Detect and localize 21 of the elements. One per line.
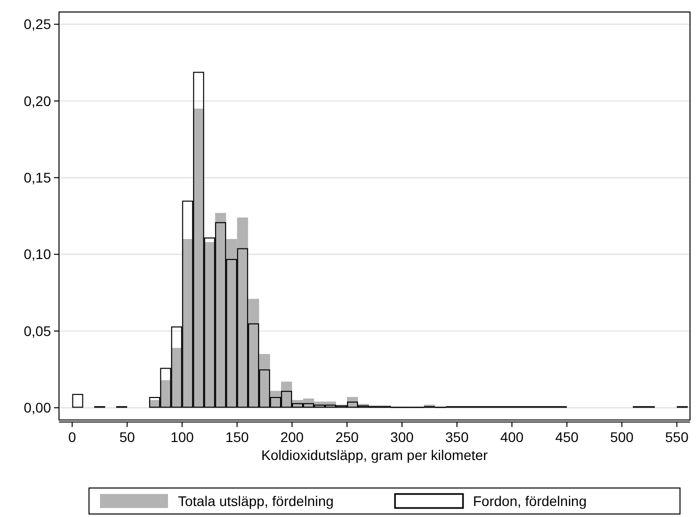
x-tick-label: 400 (500, 429, 524, 445)
x-tick-label: 350 (445, 429, 469, 445)
y-tick-label: 0,15 (24, 170, 52, 186)
x-tick-label: 450 (555, 429, 579, 445)
y-tick-label: 0,25 (24, 16, 52, 32)
x-tick-label: 0 (68, 429, 76, 445)
y-tick-label: 0,00 (24, 400, 52, 416)
x-axis-title: Koldioxidutsläpp, gram per kilometer (261, 447, 488, 463)
x-tick-label: 50 (119, 429, 136, 445)
x-tick-label: 550 (665, 429, 689, 445)
legend-label: Totala utsläpp, fördelning (178, 492, 334, 509)
y-tick-label: 0,05 (24, 322, 52, 339)
x-tick-label: 300 (390, 429, 414, 445)
x-tick-label: 250 (335, 429, 359, 445)
y-tick-label: 0,20 (24, 92, 52, 109)
x-tick-label: 150 (225, 429, 249, 445)
y-tick-label: 0,10 (24, 246, 52, 262)
x-tick-label: 100 (170, 429, 194, 445)
x-tick-label: 500 (610, 429, 634, 445)
legend-label: Fordon, fördelning (473, 492, 587, 509)
x-tick-label: 200 (280, 429, 304, 445)
